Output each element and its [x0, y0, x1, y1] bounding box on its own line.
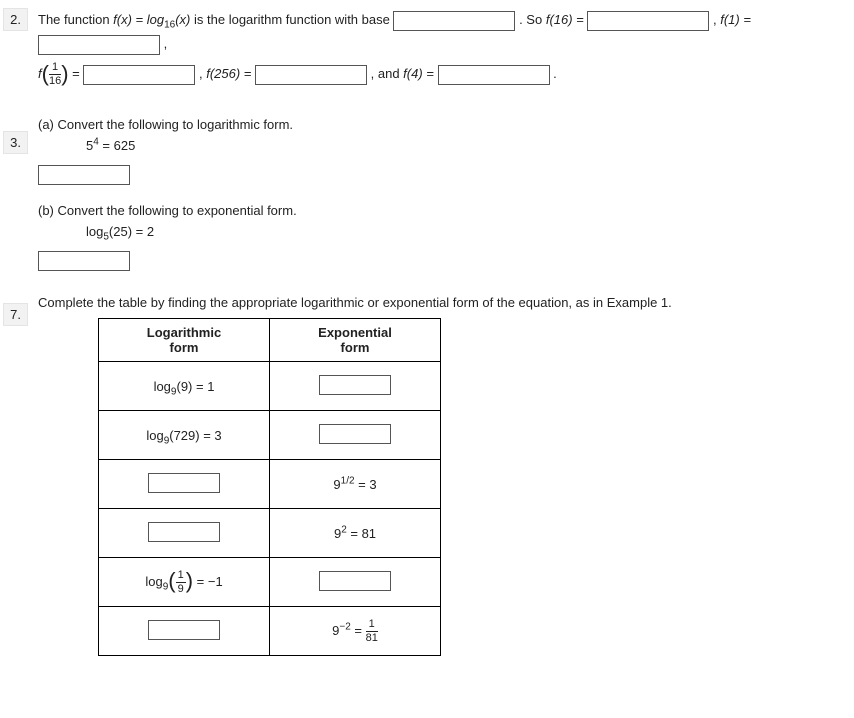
p2-fx: f(x) = log	[113, 12, 164, 27]
p2-and: , and	[371, 66, 404, 81]
p3b-log: log	[86, 224, 103, 239]
cell-exp	[270, 558, 441, 607]
p2-f16: f(16) =	[546, 12, 588, 27]
p3a-eq: 54 = 625	[38, 138, 846, 153]
frac-top: 1	[49, 62, 61, 75]
cell-log: log9(9) = 1	[99, 362, 270, 411]
table-row: 91/2 = 3	[99, 460, 441, 509]
problem-body: Complete the table by finding the approp…	[38, 293, 846, 656]
p2-text-a: The function	[38, 12, 113, 27]
p2-frac-1-16: (116)	[42, 62, 69, 87]
problem-3: 3. (a) Convert the following to logarith…	[0, 115, 846, 271]
p7-intro: Complete the table by finding the approp…	[38, 295, 846, 310]
p2-tailcomma: ,	[164, 36, 168, 51]
table-row: log9(9) = 1	[99, 362, 441, 411]
problem-body: (a) Convert the following to logarithmic…	[38, 115, 846, 271]
cell-log	[99, 607, 270, 656]
input-exp-2[interactable]	[319, 424, 391, 444]
table-row: 9−2 = 181	[99, 607, 441, 656]
th-exp: Exponentialform	[270, 319, 441, 362]
p3a-rhs: = 625	[99, 138, 136, 153]
input-p3a[interactable]	[38, 165, 130, 185]
table-row: log9(729) = 3	[99, 411, 441, 460]
cell-log: log9(19) = −1	[99, 558, 270, 607]
p2-eq1: =	[72, 66, 83, 81]
table-row: log9(19) = −1	[99, 558, 441, 607]
p2-f1: f(1) =	[720, 12, 751, 27]
cell-exp: 91/2 = 3	[270, 460, 441, 509]
input-log-6[interactable]	[148, 620, 220, 640]
problem-number-col: 2.	[0, 6, 38, 31]
table-header-row: Logarithmicform Exponentialform	[99, 319, 441, 362]
p2-period: .	[553, 66, 557, 81]
th-log: Logarithmicform	[99, 319, 270, 362]
p2-line2: f(116) = , f(256) = , and f(4) = .	[38, 62, 846, 87]
input-exp-1[interactable]	[319, 375, 391, 395]
input-f16[interactable]	[587, 11, 709, 31]
input-f4[interactable]	[438, 65, 550, 85]
input-base[interactable]	[393, 11, 515, 31]
problem-number-col: 7.	[0, 293, 38, 326]
p3b-arg: (25) = 2	[109, 224, 154, 239]
cell-log: log9(729) = 3	[99, 411, 270, 460]
p2-text-c: . So	[519, 12, 546, 27]
p2-line1: The function f(x) = log16(x) is the loga…	[38, 8, 846, 56]
problem-number: 3.	[3, 131, 28, 154]
cell-exp: 92 = 81	[270, 509, 441, 558]
p3b-label: (b) Convert the following to exponential…	[38, 203, 846, 218]
cell-log	[99, 509, 270, 558]
problem-number-col: 3.	[0, 115, 38, 154]
problem-number: 7.	[3, 303, 28, 326]
problem-7: 7. Complete the table by finding the app…	[0, 293, 846, 656]
cell-exp	[270, 362, 441, 411]
p2-fx-base: 16	[164, 20, 175, 31]
p2-fx-arg: (x)	[175, 12, 190, 27]
problem-2: 2. The function f(x) = log16(x) is the l…	[0, 6, 846, 93]
input-p3b[interactable]	[38, 251, 130, 271]
input-f256[interactable]	[255, 65, 367, 85]
problem-body: The function f(x) = log16(x) is the loga…	[38, 6, 846, 93]
p2-text-b: is the logarithm function with base	[194, 12, 393, 27]
cell-exp: 9−2 = 181	[270, 607, 441, 656]
p3a-label: (a) Convert the following to logarithmic…	[38, 117, 846, 132]
cell-exp	[270, 411, 441, 460]
p2-f256: f(256) =	[206, 66, 255, 81]
cell-log	[99, 460, 270, 509]
p2-f4: f(4) =	[403, 66, 437, 81]
input-exp-5[interactable]	[319, 571, 391, 591]
input-f1[interactable]	[38, 35, 160, 55]
input-log-3[interactable]	[148, 473, 220, 493]
frac-bot: 16	[49, 75, 61, 87]
log-exp-table: Logarithmicform Exponentialform log9(9) …	[98, 318, 441, 656]
table-row: 92 = 81	[99, 509, 441, 558]
p3b-eq: log5(25) = 2	[38, 224, 846, 239]
input-log-4[interactable]	[148, 522, 220, 542]
input-f-1-16[interactable]	[83, 65, 195, 85]
problem-number: 2.	[3, 8, 28, 31]
